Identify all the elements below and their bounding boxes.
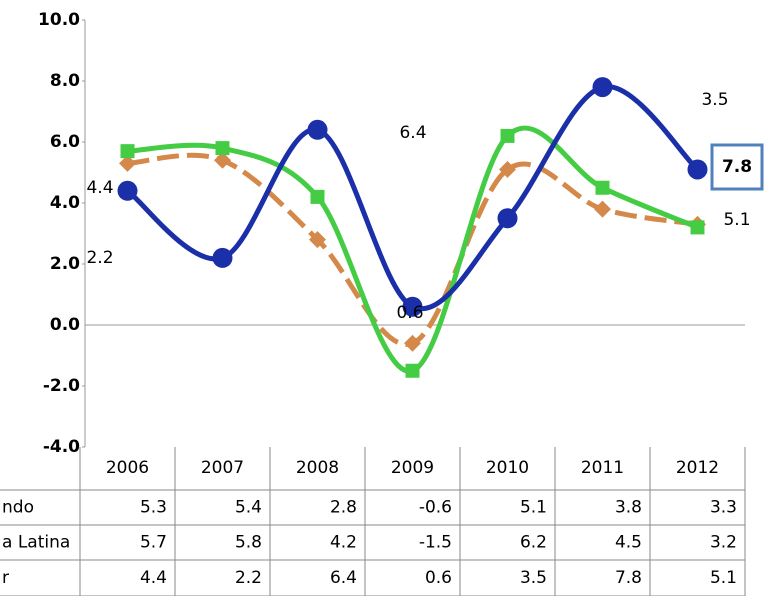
table-cell: 5.7 — [140, 533, 167, 553]
table-cell: 4.2 — [330, 533, 357, 553]
y-tick-label: -4.0 — [43, 437, 80, 457]
x-tick-label: 2010 — [486, 458, 529, 478]
marker — [215, 141, 230, 156]
table-cell: 5.1 — [710, 568, 737, 588]
table-cell: 2.2 — [235, 568, 262, 588]
marker — [499, 160, 516, 178]
data-label: 0.6 — [396, 303, 423, 323]
marker — [404, 334, 421, 352]
x-tick-label: 2007 — [201, 458, 244, 478]
x-tick-label: 2009 — [391, 458, 434, 478]
table-cell: 0.6 — [425, 568, 452, 588]
label-box — [710, 143, 764, 191]
y-tick-label: 0.0 — [50, 315, 80, 335]
data-label: 3.5 — [701, 90, 728, 110]
marker — [594, 200, 611, 218]
marker — [402, 296, 423, 317]
marker — [595, 180, 610, 195]
x-tick-label: 2011 — [581, 458, 624, 478]
marker — [309, 231, 326, 249]
marker — [119, 154, 136, 172]
marker — [500, 128, 515, 143]
legend-label: a Latina — [2, 533, 70, 553]
table-cell: 2.8 — [330, 498, 357, 518]
y-tick-label: 8.0 — [50, 71, 80, 91]
data-label: 2.2 — [86, 248, 113, 268]
table-cell: 7.8 — [615, 568, 642, 588]
marker — [214, 151, 231, 169]
table-cell: 6.4 — [330, 568, 357, 588]
marker — [307, 119, 328, 140]
marker — [212, 247, 233, 268]
table-cell: 3.3 — [710, 498, 737, 518]
y-tick-label: 4.0 — [50, 193, 80, 213]
legend-label: r — [2, 568, 9, 588]
x-tick-label: 2006 — [106, 458, 149, 478]
y-tick-label: 2.0 — [50, 254, 80, 274]
table-cell: 4.4 — [140, 568, 167, 588]
marker — [497, 208, 518, 229]
table-cell: 5.1 — [520, 498, 547, 518]
marker — [687, 159, 708, 180]
table-cell: -1.5 — [419, 533, 452, 553]
y-tick-label: -2.0 — [43, 376, 80, 396]
table-cell: 5.4 — [235, 498, 262, 518]
x-tick-label: 2012 — [676, 458, 719, 478]
marker — [310, 189, 325, 204]
marker — [405, 363, 420, 378]
table-cell: 3.5 — [520, 568, 547, 588]
table-cell: 3.2 — [710, 533, 737, 553]
data-label: 4.4 — [86, 178, 113, 198]
data-label: 6.4 — [399, 123, 426, 143]
table-cell: 5.8 — [235, 533, 262, 553]
marker — [690, 220, 705, 235]
marker — [120, 144, 135, 159]
table-cell: 3.8 — [615, 498, 642, 518]
table-cell: 5.3 — [140, 498, 167, 518]
table-cell: -0.6 — [419, 498, 452, 518]
marker — [117, 180, 138, 201]
x-tick-label: 2008 — [296, 458, 339, 478]
data-label: 7.8 — [722, 157, 752, 177]
table-cell: 4.5 — [615, 533, 642, 553]
table-cell: 6.2 — [520, 533, 547, 553]
data-label: 5.1 — [723, 210, 750, 230]
legend-label: ndo — [2, 498, 34, 518]
y-tick-label: 10.0 — [38, 10, 80, 30]
y-tick-label: 6.0 — [50, 132, 80, 152]
marker — [592, 77, 613, 98]
